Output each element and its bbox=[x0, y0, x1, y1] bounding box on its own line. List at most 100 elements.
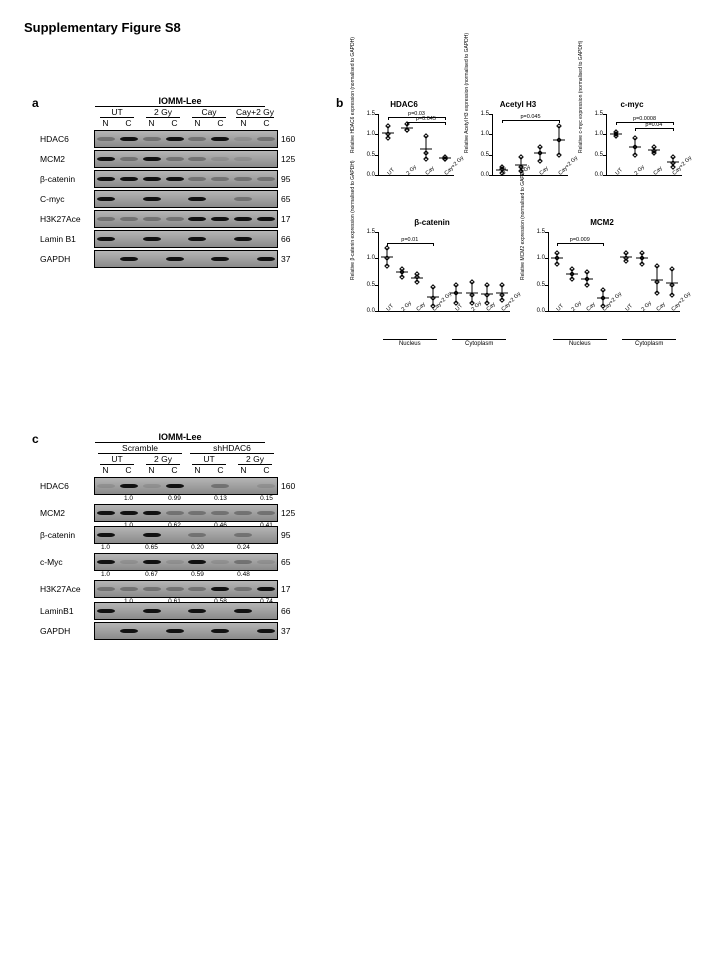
quant-value bbox=[186, 495, 209, 502]
blot-label: Lamin B1 bbox=[40, 234, 94, 244]
quant-value bbox=[232, 495, 255, 502]
xtick-label: 2 Gy bbox=[406, 164, 418, 176]
error-bar bbox=[432, 287, 433, 305]
group-underline bbox=[553, 339, 607, 340]
lane bbox=[232, 623, 255, 639]
blot-row: β-catenin95 bbox=[40, 526, 320, 544]
lane bbox=[209, 211, 232, 227]
blot-label: H3K27Ace bbox=[40, 584, 94, 594]
blot-label: HDAC6 bbox=[40, 481, 94, 491]
lane bbox=[232, 251, 255, 267]
lane bbox=[254, 131, 277, 147]
band bbox=[143, 217, 161, 222]
lane bbox=[232, 603, 255, 619]
lane bbox=[141, 623, 164, 639]
lane bbox=[186, 151, 209, 167]
chart-title: MCM2 bbox=[520, 218, 684, 227]
blot-lanes bbox=[94, 622, 278, 640]
band bbox=[97, 533, 115, 538]
band bbox=[188, 157, 206, 162]
error-bar bbox=[386, 248, 387, 266]
blot-label: LaminB1 bbox=[40, 606, 94, 616]
lane bbox=[209, 191, 232, 207]
band bbox=[97, 484, 115, 489]
blot-label: GAPDH bbox=[40, 254, 94, 264]
error-bar bbox=[456, 285, 457, 303]
lane bbox=[141, 231, 164, 247]
lane bbox=[141, 171, 164, 187]
lane bbox=[118, 554, 141, 570]
xtick-label: Cay bbox=[424, 165, 435, 176]
ytick-label: 1.5 bbox=[537, 229, 549, 235]
xtick-label: UT bbox=[615, 167, 624, 176]
quant-value bbox=[163, 544, 186, 551]
lane bbox=[118, 211, 141, 227]
lane bbox=[118, 191, 141, 207]
lane bbox=[209, 623, 232, 639]
ytick-label: 0.0 bbox=[367, 308, 379, 314]
lane bbox=[186, 623, 209, 639]
band bbox=[97, 217, 115, 222]
lane bbox=[186, 211, 209, 227]
blot-row: C-myc65 bbox=[40, 190, 320, 208]
quant-value: 0.48 bbox=[232, 571, 255, 578]
quant-value: 0.13 bbox=[209, 495, 232, 502]
ytick-label: 1.0 bbox=[481, 131, 493, 137]
quant-value bbox=[117, 571, 140, 578]
band bbox=[234, 137, 252, 142]
mw-label: 125 bbox=[278, 154, 304, 164]
lane bbox=[232, 171, 255, 187]
lane bbox=[163, 623, 186, 639]
lane bbox=[95, 554, 118, 570]
band bbox=[234, 157, 252, 162]
lane bbox=[95, 478, 118, 494]
lane bbox=[254, 251, 277, 267]
lane bbox=[209, 151, 232, 167]
lane bbox=[163, 581, 186, 597]
ytick-label: 1.0 bbox=[537, 255, 549, 261]
error-bar bbox=[388, 126, 389, 138]
ytick-label: 0.0 bbox=[537, 308, 549, 314]
group-label: Nucleus bbox=[399, 341, 421, 347]
band bbox=[97, 560, 115, 565]
lane bbox=[186, 581, 209, 597]
band bbox=[257, 560, 275, 565]
lane bbox=[141, 251, 164, 267]
quant-value: 0.99 bbox=[163, 495, 186, 502]
panel-a-group: Cay bbox=[186, 107, 232, 118]
band bbox=[257, 257, 275, 262]
fraction-label: C bbox=[163, 118, 186, 128]
xtick-label: Cay bbox=[416, 301, 427, 312]
mw-label: 125 bbox=[278, 508, 304, 518]
band bbox=[211, 177, 229, 182]
band bbox=[257, 629, 275, 634]
band bbox=[234, 533, 252, 538]
band bbox=[143, 587, 161, 592]
quant-value bbox=[117, 544, 140, 551]
blot-label: H3K27Ace bbox=[40, 214, 94, 224]
lane bbox=[141, 151, 164, 167]
fraction-label: N bbox=[186, 118, 209, 128]
blot-row: GAPDH37 bbox=[40, 622, 320, 640]
band bbox=[120, 257, 138, 262]
band bbox=[234, 177, 252, 182]
error-bar bbox=[572, 269, 573, 280]
lane bbox=[118, 527, 141, 543]
band bbox=[211, 484, 229, 489]
lane bbox=[118, 581, 141, 597]
lane bbox=[209, 478, 232, 494]
error-bar bbox=[656, 266, 657, 292]
band bbox=[234, 197, 252, 202]
blot-lanes bbox=[94, 150, 278, 168]
band bbox=[257, 511, 275, 516]
lane bbox=[118, 478, 141, 494]
chart: β-catenin0.00.51.01.5UT2 GyCayCay+2 GyUT… bbox=[350, 218, 514, 336]
ytick-label: 0.5 bbox=[481, 152, 493, 158]
band bbox=[143, 484, 161, 489]
chart: c-myc0.00.51.01.5UT2 GyCayCay+2 Gyp=0.00… bbox=[578, 100, 686, 200]
lane bbox=[163, 554, 186, 570]
fraction-label: N bbox=[94, 465, 117, 475]
xtick-label: Cay bbox=[538, 165, 549, 176]
band bbox=[120, 177, 138, 182]
band bbox=[211, 217, 229, 222]
